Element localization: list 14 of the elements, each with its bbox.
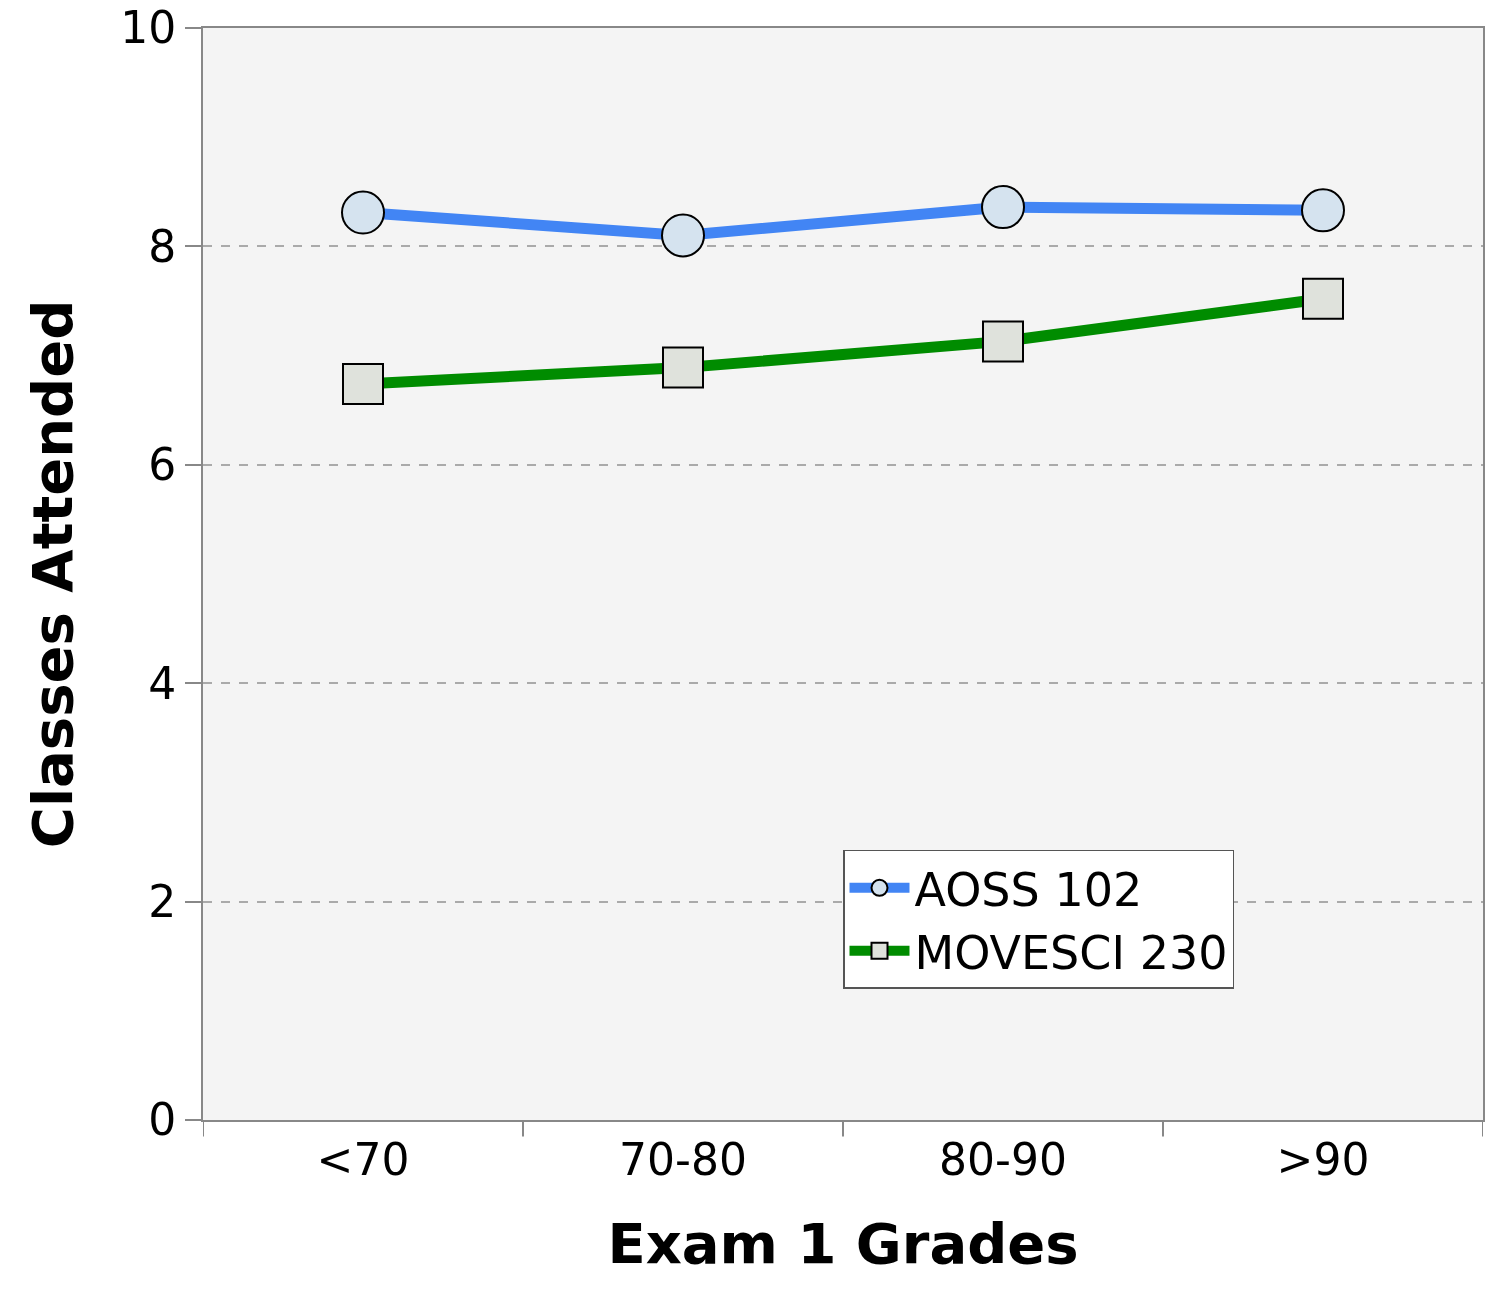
x-tick-label: 80-90 (939, 1133, 1067, 1185)
y-tick-label: 0 (148, 1094, 177, 1146)
y-tick-label: 4 (148, 657, 177, 709)
y-tick-label: 8 (148, 220, 177, 272)
y-tick-label: 6 (148, 439, 177, 491)
x-tick-label: >90 (1276, 1133, 1370, 1185)
x-tick-label: 70-80 (619, 1133, 747, 1185)
x-axis-title: Exam 1 Grades (607, 1211, 1079, 1276)
y-axis-title: Classes Attended (19, 299, 85, 849)
x-tick-label: <70 (316, 1133, 410, 1185)
y-tick-label: 10 (120, 2, 177, 54)
legend-label: MOVESCI 230 (914, 925, 1228, 980)
legend-label: AOSS 102 (914, 862, 1143, 917)
y-tick-label: 2 (148, 876, 177, 927)
